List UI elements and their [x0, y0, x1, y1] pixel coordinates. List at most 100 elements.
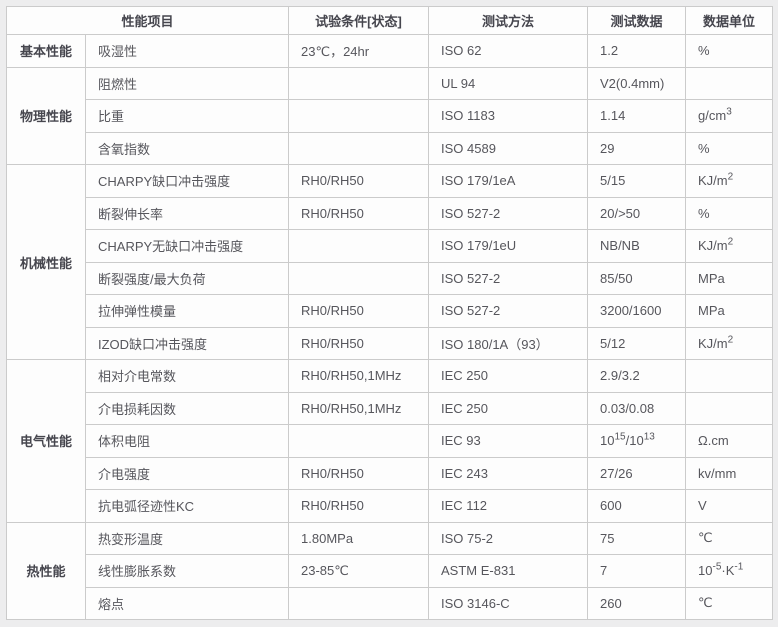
unit-cell: g/cm3	[685, 99, 774, 133]
value-cell: 85/50	[587, 261, 687, 295]
material-properties-table: 性能项目 试验条件[状态] 测试方法 测试数据 数据单位 基本性能 吸湿性 23℃，…	[5, 6, 774, 620]
unit-cell	[685, 66, 774, 100]
item-cell: 介电损耗因数	[84, 391, 290, 425]
method-cell: ISO 62	[428, 34, 589, 68]
method-cell: IEC 93	[428, 424, 589, 458]
table-row: 拉伸弹性模量 RH0/RH50 ISO 527-2 3200/1600 MPa	[7, 294, 774, 328]
category-cell: 热性能	[6, 521, 86, 620]
table-row: 体积电阻 IEC 93 1015/1013 Ω.cm	[7, 424, 774, 458]
condition-cell: 23℃，24hr	[288, 34, 430, 68]
condition-cell	[288, 131, 430, 165]
unit-cell: ℃	[685, 521, 774, 555]
value-cell: 600	[587, 489, 687, 523]
method-cell: ISO 75-2	[428, 521, 589, 555]
header-row: 性能项目 试验条件[状态] 测试方法 测试数据 数据单位	[5, 6, 774, 35]
method-cell: ISO 527-2	[428, 294, 589, 328]
method-cell: ISO 3146-C	[428, 586, 589, 620]
unit-cell: MPa	[685, 294, 774, 328]
item-cell: 相对介电常数	[84, 359, 290, 393]
unit-cell: KJ/m2	[685, 229, 774, 263]
condition-cell: RH0/RH50	[288, 164, 430, 198]
table-row: 热性能 热变形温度 1.80MPa ISO 75-2 75 ℃	[6, 521, 774, 620]
category-cell: 物理性能	[6, 66, 86, 165]
item-cell: 体积电阻	[84, 424, 290, 458]
unit-cell: %	[685, 34, 774, 68]
item-cell: 热变形温度	[84, 521, 290, 555]
condition-cell: RH0/RH50	[288, 196, 430, 230]
table-row: 断裂伸长率 RH0/RH50 ISO 527-2 20/>50%	[7, 196, 774, 230]
unit-cell: kv/mm	[685, 456, 774, 490]
item-cell: 熔点	[84, 586, 290, 620]
condition-cell	[288, 99, 430, 133]
table-row: 抗电弧径迹性KC RH0/RH50 IEC 112 600 V	[7, 489, 774, 523]
condition-cell	[288, 261, 430, 295]
value-cell: 75	[587, 521, 687, 555]
value-cell: 0.03/0.08	[587, 391, 687, 425]
item-cell: 抗电弧径迹性KC	[84, 489, 290, 523]
table-row: CHARPY无缺口冲击强度 ISO 179/1eU NB/NB KJ/m2	[7, 229, 774, 263]
header-performance-item: 性能项目	[5, 6, 290, 35]
table-row: IZOD缺口冲击强度 RH0/RH50 ISO 180/1A（93） 5/12 KJ/m…	[7, 326, 774, 360]
value-cell: 2.9/3.2	[587, 359, 687, 393]
value-cell: 29	[587, 131, 687, 165]
condition-cell: RH0/RH50,1MHz	[288, 359, 430, 393]
item-cell: 拉伸弹性模量	[84, 294, 290, 328]
unit-cell: KJ/m2	[685, 326, 774, 360]
unit-cell	[685, 391, 774, 425]
unit-cell	[685, 359, 774, 393]
method-cell: ISO 527-2	[428, 196, 589, 230]
condition-cell: RH0/RH50	[288, 294, 430, 328]
item-cell: CHARPY缺口冲击强度	[84, 164, 290, 198]
unit-cell: %	[685, 131, 774, 165]
method-cell: ISO 4589	[428, 131, 589, 165]
item-cell: CHARPY无缺口冲击强度	[84, 229, 290, 263]
method-cell: ISO 1183	[428, 99, 589, 133]
header-data-unit: 数据单位	[685, 6, 774, 35]
table-row: 介电强度 RH0/RH50 IEC 243 27/26 kv/mm	[7, 456, 774, 490]
table-row: 断裂强度/最大负荷 ISO 527-2 85/50 MPa	[7, 261, 774, 295]
value-cell: 7	[587, 554, 687, 588]
value-cell: 5/12	[587, 326, 687, 360]
unit-cell: 10-5·K-1	[685, 554, 774, 588]
method-cell: IEC 250	[428, 391, 589, 425]
table-header: 性能项目 试验条件[状态] 测试方法 测试数据 数据单位	[5, 6, 774, 35]
table-row: 含氧指数 ISO 4589 29%	[7, 131, 774, 165]
value-cell: 27/26	[587, 456, 687, 490]
category-cell: 基本性能	[6, 34, 86, 68]
item-cell: 线性膨胀系数	[84, 554, 290, 588]
item-cell: 阻燃性	[84, 66, 290, 100]
table-body: 基本性能 吸湿性 23℃，24hr ISO 62 1.2% 物理性能 阻燃性 UL 94 V2(…	[6, 34, 774, 620]
condition-cell: 23-85℃	[288, 554, 430, 588]
value-cell: V2(0.4mm)	[587, 66, 687, 100]
unit-cell: %	[685, 196, 774, 230]
table-row: 物理性能 阻燃性 UL 94 V2(0.4mm)	[6, 66, 774, 165]
method-cell: IEC 243	[428, 456, 589, 490]
value-cell: 1015/1013	[587, 424, 687, 458]
condition-cell: 1.80MPa	[288, 521, 430, 555]
condition-cell	[288, 586, 430, 620]
condition-cell	[288, 66, 430, 100]
unit-cell: V	[685, 489, 774, 523]
unit-cell: Ω.cm	[685, 424, 774, 458]
value-cell: 1.14	[587, 99, 687, 133]
value-cell: 260	[587, 586, 687, 620]
value-cell: 5/15	[587, 164, 687, 198]
method-cell: IEC 250	[428, 359, 589, 393]
method-cell: ISO 180/1A（93）	[428, 326, 589, 360]
category-cell: 机械性能	[6, 164, 86, 360]
header-test-data: 测试数据	[587, 6, 687, 35]
unit-cell: MPa	[685, 261, 774, 295]
value-cell: 1.2	[587, 34, 687, 68]
table-row: 机械性能 CHARPY缺口冲击强度 RH0/RH50 ISO 179/1eA 5/15 K…	[6, 164, 774, 360]
method-cell: ISO 179/1eU	[428, 229, 589, 263]
value-cell: NB/NB	[587, 229, 687, 263]
header-test-condition: 试验条件[状态]	[288, 6, 430, 35]
item-cell: 含氧指数	[84, 131, 290, 165]
header-test-method: 测试方法	[428, 6, 589, 35]
condition-cell	[288, 424, 430, 458]
condition-cell: RH0/RH50	[288, 326, 430, 360]
unit-cell: ℃	[685, 586, 774, 620]
table-row: 比重 ISO 1183 1.14 g/cm3	[7, 99, 774, 133]
method-cell: IEC 112	[428, 489, 589, 523]
